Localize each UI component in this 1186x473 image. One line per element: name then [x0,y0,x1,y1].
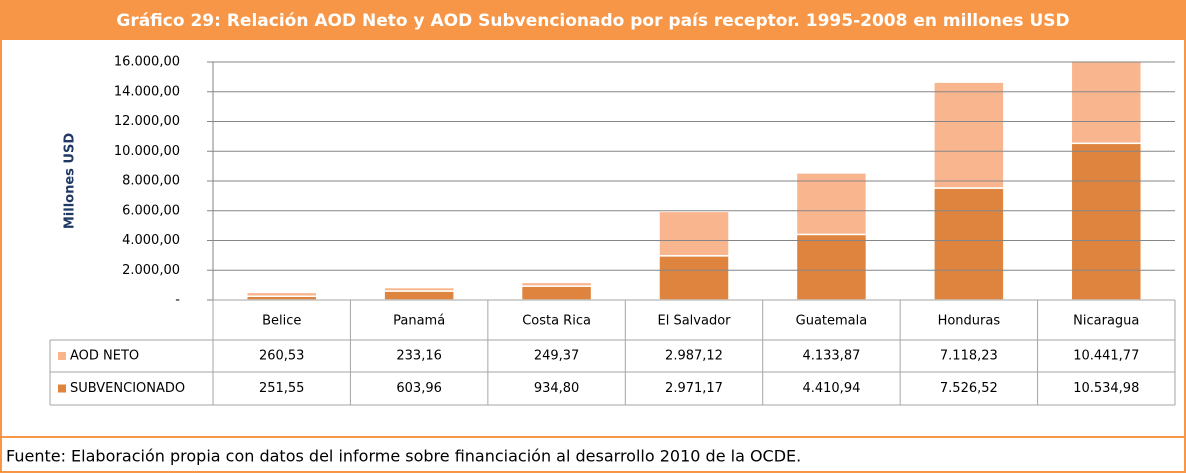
table-value: 10.441,77 [1073,349,1139,364]
bar-segment [933,187,1005,300]
bar-segment [245,291,318,298]
table-value: 934,80 [534,381,580,396]
y-tick-label: 12.000,00 [114,114,180,129]
legend-swatch [58,384,66,393]
table-value: 249,37 [534,349,580,364]
y-tick-label: 10.000,00 [114,144,180,159]
table-value: 7.526,52 [940,381,998,396]
bar-segment [658,210,730,257]
table-value: 4.133,87 [802,349,860,364]
x-tick-label: Nicaragua [1073,314,1139,329]
x-tick-label: Guatemala [796,314,868,329]
x-tick-label: Panamá [393,314,445,329]
table-value: 2.987,12 [665,349,723,364]
x-tick-label: Costa Rica [522,314,591,329]
source-note: Fuente: Elaboración propia con datos del… [6,447,801,466]
x-tick-label: Belice [262,314,301,329]
chart-title: Gráfico 29: Relación AOD Neto y AOD Subv… [116,11,1069,31]
bar-segment [795,233,868,300]
bar-segment [1070,62,1143,145]
title-bar [0,0,1186,40]
table-value: 7.118,23 [940,349,998,364]
x-tick-label: Honduras [938,314,1001,329]
table-value: 251,55 [259,381,305,396]
y-axis-title: Millones USD [63,133,78,229]
bar-segment [383,286,455,292]
legend-label: AOD NETO [70,349,139,364]
bar-segment [520,285,593,300]
y-tick-label: 16.000,00 [114,55,180,70]
bar-segment [1070,142,1143,300]
y-tick-label: 8.000,00 [122,174,180,189]
y-tick-label: - [175,293,180,308]
y-tick-label: 14.000,00 [114,84,180,99]
x-tick-label: El Salvador [658,314,732,329]
bar-segment [795,172,868,236]
legend-swatch [58,352,66,360]
table-value: 4.410,94 [802,381,860,396]
bar-segment [520,281,593,287]
table-value: 2.971,17 [665,381,723,396]
table-value: 603,96 [396,381,442,396]
y-tick-label: 2.000,00 [122,263,180,278]
bar-segment [658,255,730,300]
bar-segment [933,81,1005,189]
y-tick-label: 6.000,00 [122,203,180,218]
legend-label: SUBVENCIONADO [70,381,185,396]
table-value: 10.534,98 [1073,381,1139,396]
bar-segment [383,290,455,300]
table-value: 233,16 [396,349,442,364]
table-value: 260,53 [259,349,305,364]
y-tick-label: 4.000,00 [122,233,180,248]
